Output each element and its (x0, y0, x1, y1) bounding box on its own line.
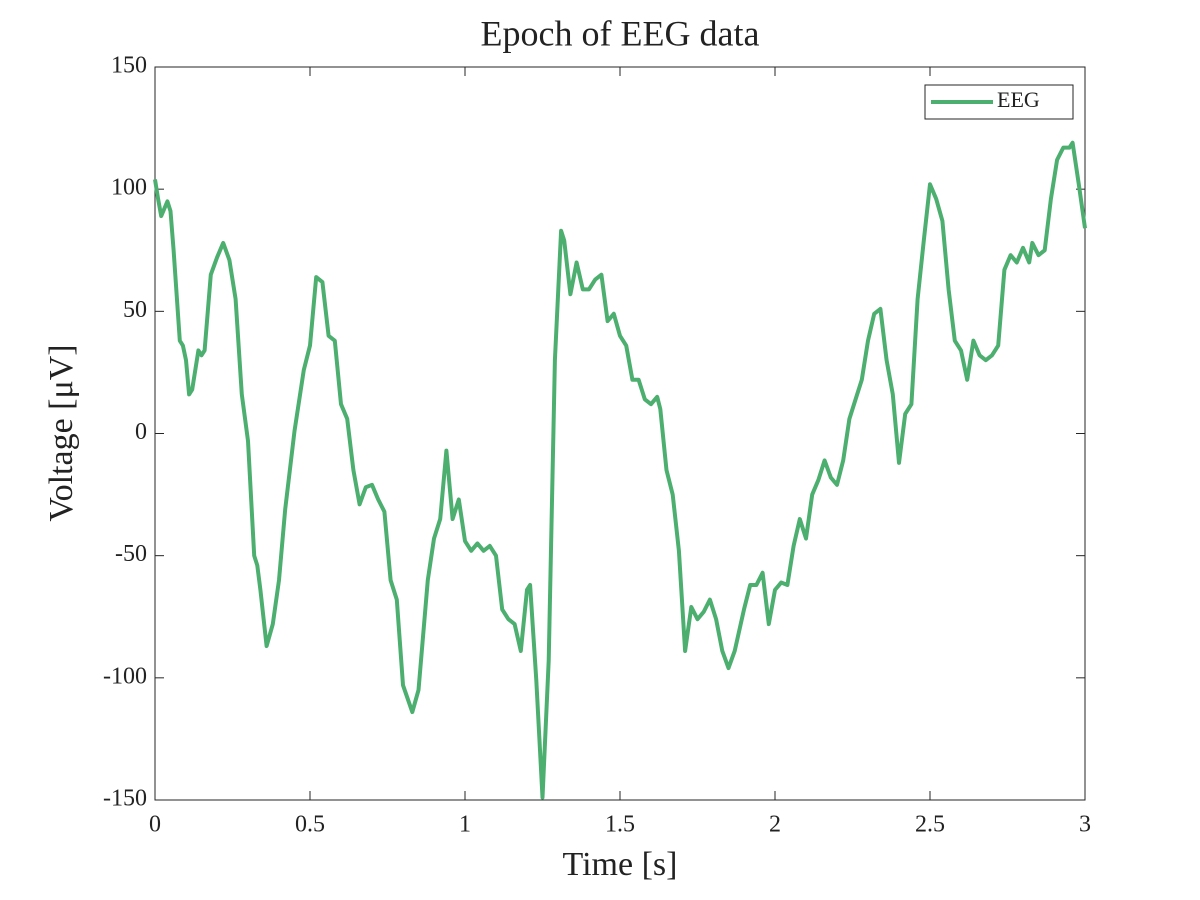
x-tick-label: 0 (149, 812, 161, 838)
y-tick-label: 100 (111, 175, 147, 201)
y-tick-label: 0 (135, 419, 147, 445)
y-tick-label: -50 (115, 541, 147, 567)
y-axis-label: Voltage [μV] (43, 344, 80, 521)
data-line (153, 140, 1087, 800)
chart-title: Epoch of EEG data (481, 13, 760, 53)
y-tick-label: -100 (103, 663, 147, 689)
x-tick-label: 2.5 (915, 812, 945, 838)
y-tick-label: 50 (123, 297, 147, 323)
y-tick-label: -150 (103, 786, 147, 812)
x-tick-label: 0.5 (295, 812, 325, 838)
x-tick-label: 2 (769, 812, 781, 838)
x-tick-label: 3 (1079, 812, 1091, 838)
y-tick-label: 150 (111, 53, 147, 79)
x-tick-label: 1 (459, 812, 471, 838)
x-axis-label: Time [s] (563, 846, 678, 883)
x-tick-label: 1.5 (605, 812, 635, 838)
legend-label: EEG (997, 87, 1040, 112)
